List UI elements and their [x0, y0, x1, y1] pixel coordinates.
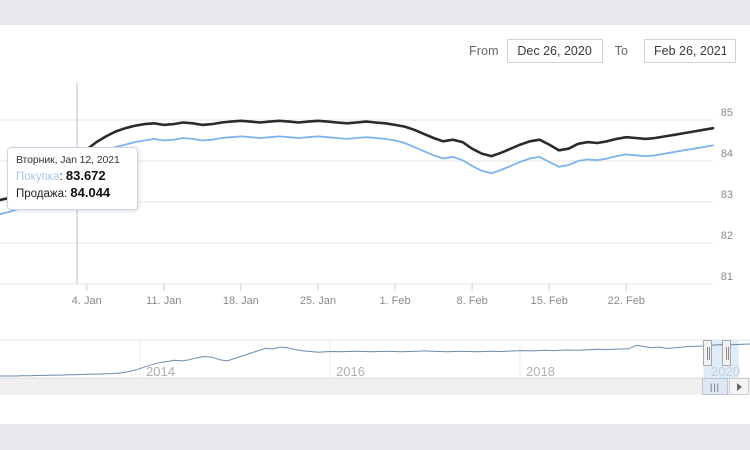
- range-from-input[interactable]: [506, 39, 603, 63]
- tooltip-buy-label: Покупка: [16, 171, 60, 183]
- x-axis-labels: 4. Jan 11. Jan 18. Jan 25. Jan 1. Feb 8. Feb 1…: [72, 284, 645, 307]
- scrollbar-right-button[interactable]: [729, 378, 749, 395]
- y-axis-tick-label: 83: [721, 189, 733, 201]
- x-axis-tick-label: 15. Feb: [531, 295, 568, 307]
- navigator-year-label: 2018: [526, 364, 555, 379]
- grip-icon: |||: [709, 381, 720, 392]
- series-line-buy: [0, 135, 714, 216]
- page-bottom-band: [0, 424, 750, 450]
- navigator-handle-left[interactable]: [703, 340, 712, 366]
- range-to-label: To: [614, 44, 628, 58]
- tooltip-sell-value: 84.044: [70, 185, 111, 200]
- y-axis-tick-label: 84: [721, 148, 733, 160]
- y-axis-tick-label: 81: [721, 271, 733, 283]
- series-line-sell: [0, 119, 715, 202]
- right-arrow-icon: [736, 382, 742, 391]
- navigator-year-label: 2014: [146, 364, 175, 379]
- y-axis-labels: 81 82 83 84 85: [721, 107, 733, 283]
- navigator-scrollbar-thumb[interactable]: |||: [702, 378, 728, 395]
- navigator-scrollbar-track[interactable]: [0, 378, 750, 395]
- x-axis-tick-label: 1. Feb: [379, 295, 410, 307]
- tooltip-sell-separator: :: [64, 188, 71, 200]
- navigator-series-line: [0, 343, 750, 377]
- x-axis-tick-label: 8. Feb: [457, 295, 488, 307]
- tooltip-row-buy: Покупка: 83.672: [16, 168, 129, 185]
- navigator-handle-right[interactable]: [722, 340, 731, 366]
- tooltip-row-sell: Продажа: 84.044: [16, 185, 129, 202]
- x-axis-tick-label: 25. Jan: [300, 295, 336, 307]
- tooltip-buy-value: 83.672: [65, 168, 106, 183]
- x-axis-tick-label: 18. Jan: [223, 295, 259, 307]
- range-to-input[interactable]: [644, 39, 736, 63]
- y-axis-tick-label: 85: [721, 107, 733, 119]
- y-axis-tick-label: 82: [721, 230, 733, 242]
- tooltip-sell-label: Продажа: [16, 188, 64, 200]
- tooltip-date: Вторник, Jan 12, 2021: [16, 154, 120, 166]
- range-from-label: From: [469, 44, 499, 58]
- x-axis-tick-label: 4. Jan: [72, 295, 102, 307]
- x-axis-tick-label: 22. Feb: [608, 295, 645, 307]
- page-top-band: [0, 0, 750, 25]
- chart-tooltip: Вторник, Jan 12, 2021 Покупка: 83.672 Пр…: [7, 147, 138, 210]
- tooltip-buy-separator: :: [59, 171, 66, 183]
- x-axis-tick-label: 11. Jan: [146, 295, 181, 307]
- range-selector: From To: [0, 38, 750, 64]
- navigator-year-label: 2016: [336, 364, 365, 379]
